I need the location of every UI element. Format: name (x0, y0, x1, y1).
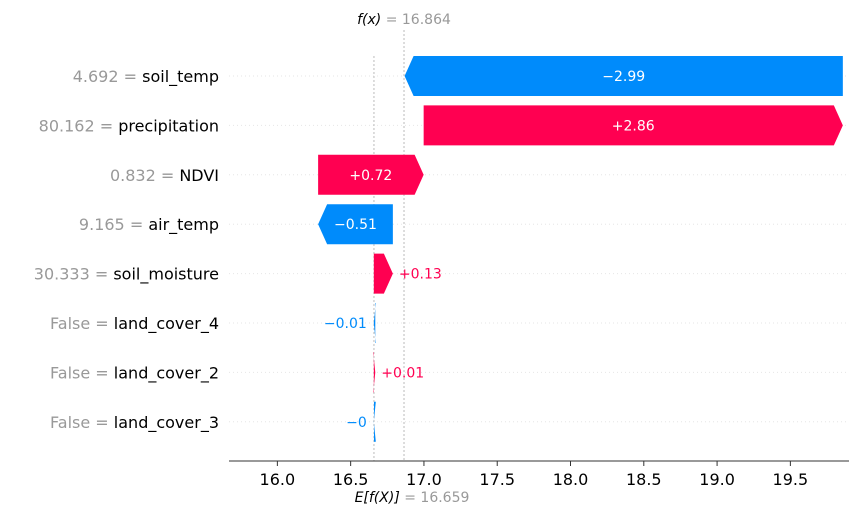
bar-value-label-precipitation: +2.86 (612, 118, 655, 134)
bar-soil_temp (404, 56, 843, 96)
feature-label-land_cover_2: False = land_cover_2 (50, 363, 219, 383)
bar-value-label-land_cover_3: −0 (346, 415, 367, 431)
feature-labels: 4.692 = soil_temp 80.162 = precipitation 0… (34, 67, 219, 433)
bar-air_temp (318, 204, 393, 245)
feature-label-precipitation: 80.162 = precipitation (39, 116, 219, 135)
feature-value: 30.333 = (34, 265, 114, 284)
bar-NDVI (318, 154, 424, 195)
x-axis: 16.0 16.5 17.0 17.5 18.0 18.5 19.0 19.5 (229, 460, 849, 489)
base-value-label: E[f(X)] = 16.659 (355, 490, 470, 506)
bar-land_cover_4 (373, 303, 376, 343)
feature-name: land_cover_2 (114, 363, 219, 383)
feature-label-air_temp: 9.165 = air_temp (79, 215, 219, 235)
output-value-label: f(x) = 16.864 (357, 12, 451, 28)
feature-label-land_cover_3: False = land_cover_3 (50, 413, 219, 433)
x-tick-label: 19.5 (773, 470, 809, 489)
bar-value-label-land_cover_4: −0.01 (324, 316, 367, 332)
feature-value: False = (50, 413, 114, 432)
feature-value: False = (50, 363, 114, 382)
feature-label-soil_temp: 4.692 = soil_temp (73, 67, 219, 87)
feature-label-land_cover_4: False = land_cover_4 (50, 314, 219, 334)
x-tick-label: 17.0 (406, 470, 442, 489)
base-value-prefix: E[f(X)] (355, 490, 400, 506)
feature-name: NDVI (179, 166, 219, 185)
feature-label-soil_moisture: 30.333 = soil_moisture (34, 265, 219, 285)
feature-value: 4.692 = (73, 67, 142, 86)
bar-soil_moisture (373, 253, 393, 294)
bar-value-label-air_temp: −0.51 (334, 217, 377, 233)
feature-name: land_cover_3 (114, 413, 219, 433)
feature-label-NDVI: 0.832 = NDVI (110, 166, 219, 185)
feature-name: soil_moisture (113, 265, 219, 285)
reference-lines (373, 30, 405, 461)
x-tick-label: 16.5 (333, 470, 369, 489)
x-tick-label: 19.0 (699, 470, 735, 489)
bar-land_cover_3 (373, 401, 376, 442)
feature-name: land_cover_4 (114, 314, 219, 334)
feature-value: 80.162 = (39, 116, 119, 135)
feature-value: 9.165 = (79, 215, 148, 234)
x-tick-label: 16.0 (260, 470, 296, 489)
bar-value-label-soil_moisture: +0.13 (399, 267, 442, 283)
feature-name: precipitation (118, 116, 219, 135)
x-tick-label: 18.5 (626, 470, 662, 489)
bar-precipitation (423, 105, 843, 146)
output-value-prefix: f(x) (357, 12, 381, 28)
bars-group: −2.99 +2.86 +0.72 −0.51 +0.13 −0.01 +0.01 −0 (318, 56, 843, 442)
base-value-equals: = (400, 490, 421, 506)
feature-name: air_temp (148, 215, 219, 235)
bar-value-label-land_cover_2: +0.01 (381, 365, 424, 381)
feature-value: False = (50, 314, 114, 333)
bar-value-label-NDVI: +0.72 (349, 168, 392, 184)
x-tick-label: 17.5 (479, 470, 515, 489)
output-value-equals: = (381, 12, 402, 28)
feature-name: soil_temp (142, 67, 219, 87)
bar-value-label-soil_temp: −2.99 (602, 69, 645, 85)
output-value-number: 16.864 (402, 12, 451, 28)
base-value-number: 16.659 (420, 490, 469, 506)
x-tick-label: 18.0 (553, 470, 589, 489)
feature-value: 0.832 = (110, 166, 179, 185)
bar-land_cover_2 (373, 352, 376, 393)
